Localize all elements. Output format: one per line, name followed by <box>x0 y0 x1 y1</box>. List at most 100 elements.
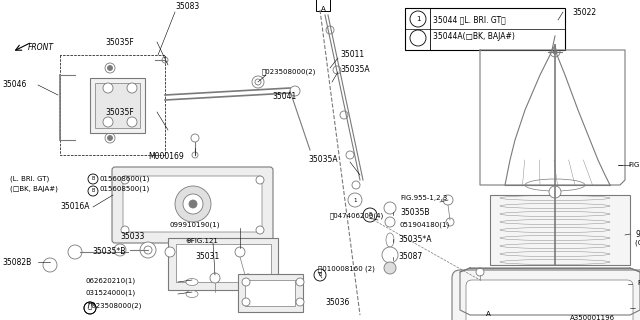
Circle shape <box>191 134 199 142</box>
Circle shape <box>553 50 557 54</box>
Text: 099910190(1): 099910190(1) <box>170 222 221 228</box>
Text: Ⓝ023508000(2): Ⓝ023508000(2) <box>262 68 316 75</box>
Text: 1: 1 <box>353 197 356 203</box>
Text: FIG.930-2: FIG.930-2 <box>628 162 640 168</box>
Text: Ⓜ047406200(4): Ⓜ047406200(4) <box>330 212 384 219</box>
Text: B: B <box>92 188 95 194</box>
Circle shape <box>340 111 348 119</box>
Circle shape <box>127 83 137 93</box>
Circle shape <box>189 200 197 208</box>
Circle shape <box>382 247 398 263</box>
Circle shape <box>103 117 113 127</box>
Ellipse shape <box>186 291 198 298</box>
Text: A350001196: A350001196 <box>570 315 615 320</box>
Circle shape <box>192 152 198 158</box>
Circle shape <box>290 86 300 96</box>
Text: 35033: 35033 <box>120 232 145 241</box>
Text: 35011: 35011 <box>340 50 364 59</box>
Text: 35087: 35087 <box>398 252 422 261</box>
Text: 92123: 92123 <box>635 230 640 239</box>
Circle shape <box>175 186 211 222</box>
Text: Ⓝ023508000(2): Ⓝ023508000(2) <box>88 302 142 308</box>
Circle shape <box>242 278 250 286</box>
Text: M000169: M000169 <box>148 152 184 161</box>
Circle shape <box>210 273 220 283</box>
Circle shape <box>108 135 113 140</box>
Text: S: S <box>368 212 372 218</box>
Text: ⊕FIG.121: ⊕FIG.121 <box>185 238 218 244</box>
Circle shape <box>183 194 203 214</box>
Circle shape <box>384 202 396 214</box>
Circle shape <box>348 193 362 207</box>
Circle shape <box>384 262 396 274</box>
Text: 1: 1 <box>416 16 420 22</box>
Circle shape <box>88 174 98 184</box>
Text: 015608600(1): 015608600(1) <box>99 175 149 181</box>
Text: FIG.955-1,2,3: FIG.955-1,2,3 <box>400 195 447 201</box>
Text: 35041: 35041 <box>272 92 296 101</box>
Text: 35035F: 35035F <box>105 108 134 117</box>
Bar <box>238 274 303 312</box>
Text: 015608500(1): 015608500(1) <box>99 186 149 193</box>
Bar <box>90 78 145 133</box>
Circle shape <box>235 247 245 257</box>
Circle shape <box>108 66 113 70</box>
Text: FIG.955-1,2,3: FIG.955-1,2,3 <box>637 280 640 286</box>
Circle shape <box>443 195 453 205</box>
Text: (0007-      ): (0007- ) <box>635 240 640 246</box>
Circle shape <box>550 47 560 57</box>
Text: 35035*A: 35035*A <box>398 235 431 244</box>
Ellipse shape <box>186 278 198 285</box>
Circle shape <box>105 133 115 143</box>
Bar <box>481 302 495 316</box>
Circle shape <box>585 285 595 295</box>
Ellipse shape <box>515 274 575 296</box>
Circle shape <box>121 176 129 184</box>
Text: (L. BRI. GT): (L. BRI. GT) <box>10 175 49 181</box>
Bar <box>405 8 565 50</box>
Bar <box>245 280 295 306</box>
Circle shape <box>326 26 334 34</box>
Text: A: A <box>321 6 325 12</box>
Circle shape <box>84 302 96 314</box>
Circle shape <box>88 186 98 196</box>
Circle shape <box>410 30 426 46</box>
Text: FRONT: FRONT <box>28 44 54 52</box>
Text: N: N <box>90 302 94 308</box>
Circle shape <box>476 268 484 276</box>
Circle shape <box>252 76 264 88</box>
Circle shape <box>333 66 341 74</box>
Circle shape <box>144 246 152 254</box>
Polygon shape <box>460 268 640 315</box>
Circle shape <box>121 226 129 234</box>
Text: (□BK, BAJA#): (□BK, BAJA#) <box>10 186 58 193</box>
Circle shape <box>244 274 252 282</box>
Circle shape <box>114 244 126 256</box>
Bar <box>168 238 278 290</box>
Text: 35036: 35036 <box>325 298 349 307</box>
Text: B: B <box>92 177 95 181</box>
Text: Ⓜ010008160 (2): Ⓜ010008160 (2) <box>318 265 375 272</box>
Text: 35035A: 35035A <box>340 65 370 74</box>
Circle shape <box>385 217 395 227</box>
Text: 062620210(1): 062620210(1) <box>85 278 135 284</box>
Circle shape <box>296 278 304 286</box>
Text: 35082B: 35082B <box>2 258 31 267</box>
Text: 35046: 35046 <box>2 80 26 89</box>
Text: 35035F: 35035F <box>105 38 134 47</box>
Bar <box>176 244 271 282</box>
Circle shape <box>105 63 115 73</box>
Text: 051904180(1): 051904180(1) <box>400 222 451 228</box>
Circle shape <box>296 298 304 306</box>
Circle shape <box>68 245 82 259</box>
Circle shape <box>256 176 264 184</box>
Circle shape <box>256 226 264 234</box>
Text: B: B <box>318 273 322 277</box>
Text: 35031: 35031 <box>195 252 220 261</box>
Text: 35035A: 35035A <box>308 155 338 164</box>
Ellipse shape <box>386 233 394 247</box>
Circle shape <box>242 298 250 306</box>
Text: A: A <box>486 311 490 317</box>
Text: 35022: 35022 <box>572 8 596 17</box>
Circle shape <box>549 186 561 198</box>
